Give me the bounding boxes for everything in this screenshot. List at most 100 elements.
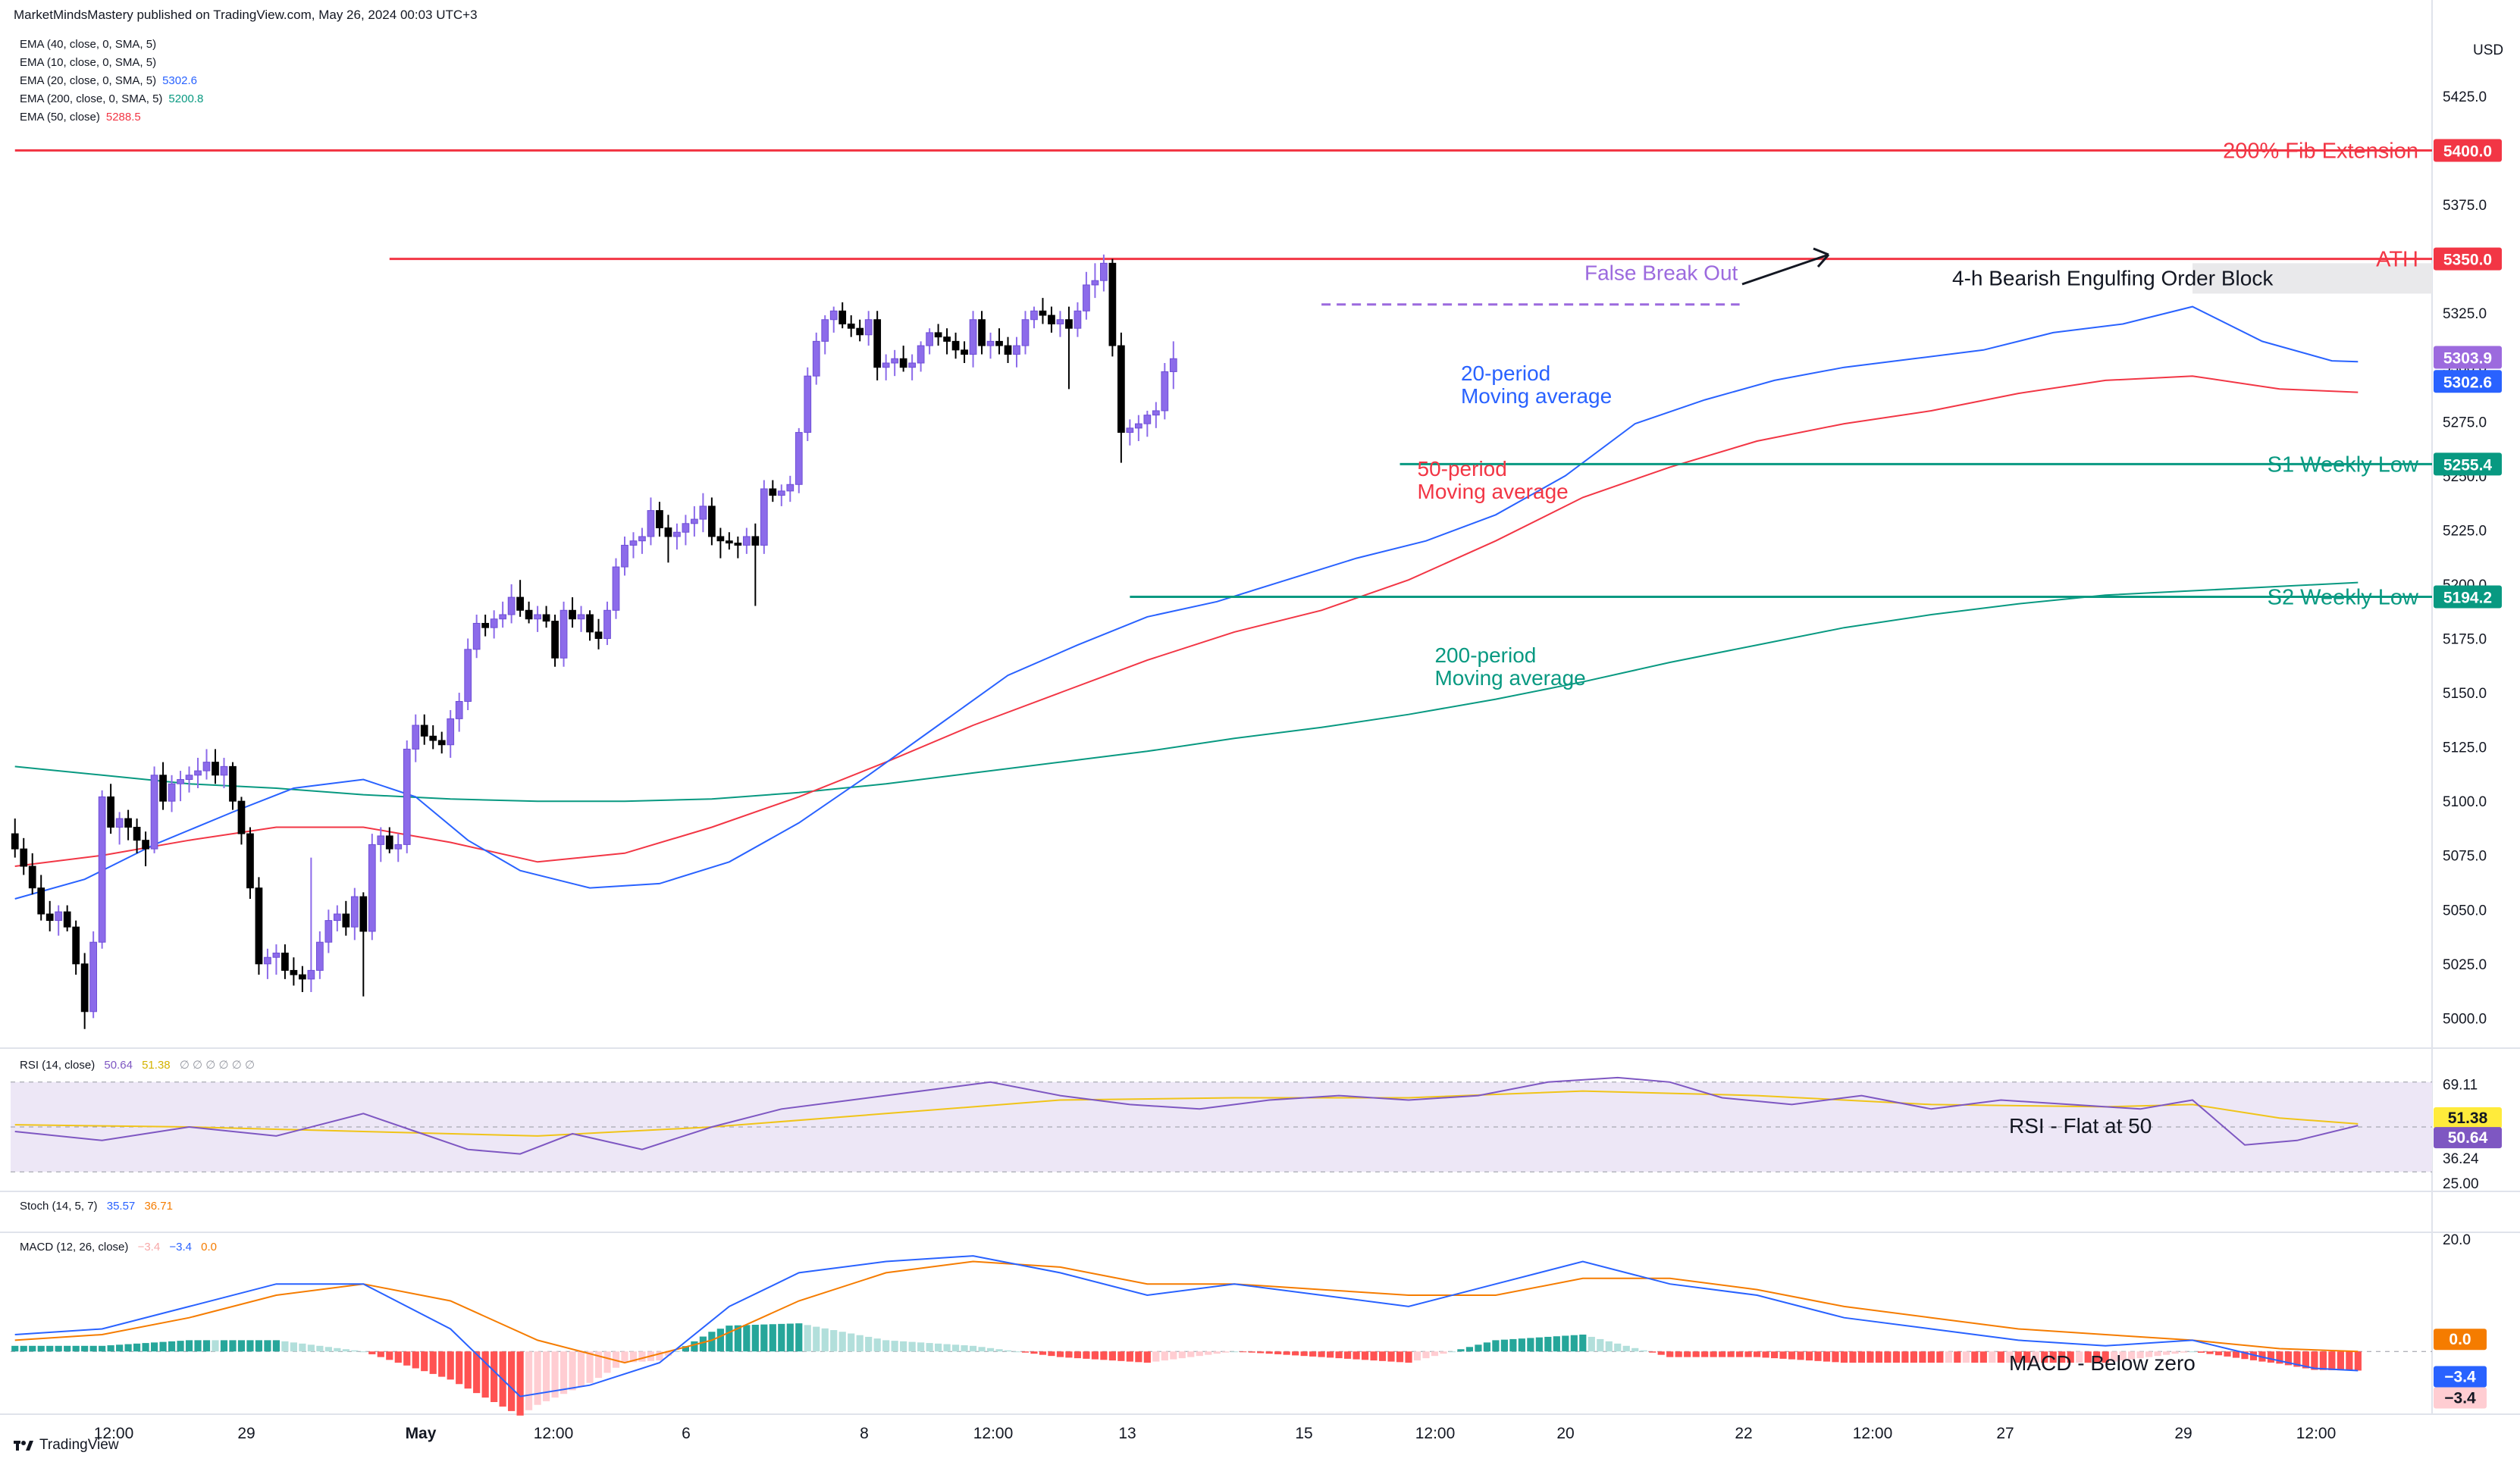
macd-histogram-bar [89, 1345, 97, 1352]
macd-annotation: MACD - Below zero [2009, 1351, 2196, 1375]
macd-histogram-bar [603, 1351, 611, 1373]
macd-histogram-bar [1675, 1351, 1682, 1357]
x-tick-label: 8 [860, 1425, 869, 1442]
candle-body [856, 327, 864, 336]
rsi-legend-ma: 51.38 [142, 1059, 171, 1072]
y-tick-label: 5375.0 [2443, 198, 2487, 214]
macd-histogram-bar [1875, 1351, 1883, 1363]
candle-body [185, 775, 193, 781]
macd-histogram-bar [882, 1340, 890, 1352]
candle-body [447, 718, 455, 746]
macd-histogram-bar [1413, 1351, 1421, 1361]
candle-body [656, 510, 663, 529]
macd-histogram-bar [1892, 1351, 1901, 1363]
macd-histogram-bar [865, 1336, 873, 1352]
indicator-legend-row[interactable]: EMA (50, close) 5288.5 [20, 111, 141, 124]
macd-histogram-bar [1989, 1351, 1996, 1363]
macd-histogram-bar [1684, 1351, 1691, 1357]
macd-histogram-bar [99, 1345, 106, 1352]
macd-histogram-bar [438, 1351, 446, 1377]
y-tick-label: 5075.0 [2443, 849, 2487, 865]
candle-body [577, 614, 585, 620]
macd-histogram-bar [1283, 1351, 1290, 1355]
macd-histogram-bar [594, 1351, 603, 1379]
candle-body [769, 488, 777, 496]
indicator-legend-label: EMA (10, close, 0, SMA, 5) [20, 56, 157, 69]
candle-body [751, 536, 760, 546]
macd-legend-label: MACD (12, 26, close) [20, 1241, 129, 1254]
indicator-legend-row[interactable]: EMA (20, close, 0, SMA, 5) 5302.6 [20, 74, 197, 87]
candle-body [1065, 319, 1073, 329]
macd-histogram-bar [2032, 1351, 2039, 1363]
macd-histogram-bar [2180, 1351, 2188, 1353]
candle-body [202, 762, 211, 772]
macd-histogram-bar [290, 1342, 297, 1352]
macd-histogram-bar [116, 1344, 124, 1352]
candle-body [847, 323, 855, 329]
indicator-legend-row[interactable]: EMA (40, close, 0, SMA, 5) [20, 38, 162, 51]
level-label: S1 Weekly Low [2268, 452, 2419, 477]
macd-histogram-bar [1065, 1351, 1073, 1358]
candle-body [682, 523, 690, 533]
macd-histogram-bar [2154, 1351, 2161, 1357]
candle-body [559, 609, 568, 659]
candle-body [1143, 415, 1152, 424]
macd-histogram-bar [848, 1333, 855, 1352]
macd-histogram-bar [786, 1323, 794, 1352]
level-price-tag [2434, 139, 2502, 162]
macd-histogram-bar [935, 1343, 942, 1352]
macd-histogram-bar [2136, 1351, 2144, 1359]
candle-body [969, 319, 977, 355]
macd-histogram-bar [2276, 1351, 2283, 1364]
macd-histogram-bar [299, 1343, 306, 1352]
macd-histogram-bar [159, 1341, 167, 1352]
indicator-legend-row[interactable]: EMA (200, close, 0, SMA, 5) 5200.8 [20, 92, 203, 105]
macd-legend: MACD (12, 26, close) −3.4 −3.4 0.0 [20, 1241, 217, 1254]
candle-body [481, 622, 490, 628]
current-price-tag-label: 5302.6 [2443, 374, 2492, 391]
macd-histogram-bar [1597, 1338, 1604, 1352]
macd-histogram-bar [1997, 1351, 2004, 1363]
candle-body [281, 953, 289, 971]
macd-histogram-bar [1457, 1349, 1465, 1352]
macd-value-tag-label: 0.0 [2449, 1331, 2471, 1348]
candle-body [786, 484, 795, 492]
macd-histogram-bar [1788, 1351, 1796, 1360]
macd-histogram-bar [1535, 1337, 1543, 1352]
candle-body [569, 609, 576, 620]
macd-histogram-bar [1614, 1343, 1622, 1352]
macd-legend-hist: −3.4 [137, 1241, 161, 1254]
macd-histogram-bar [2241, 1351, 2249, 1360]
macd-histogram-bar [2102, 1351, 2109, 1363]
candle-body [307, 969, 315, 980]
macd-histogram-bar [1962, 1351, 1970, 1363]
macd-histogram-bar [2284, 1351, 2293, 1366]
macd-histogram-bar [1588, 1336, 1595, 1352]
indicator-legend-label: EMA (200, close, 0, SMA, 5) [20, 92, 163, 105]
macd-legend-signal: 0.0 [201, 1241, 218, 1254]
macd-histogram-bar [508, 1351, 516, 1411]
macd-histogram-bar [1509, 1338, 1517, 1352]
macd-histogram-bar [2058, 1351, 2066, 1363]
macd-histogram-bar [1762, 1351, 1769, 1358]
candle-body [11, 833, 19, 850]
macd-histogram-bar [1910, 1351, 1917, 1363]
macd-histogram-bar [1126, 1351, 1133, 1362]
candle-body [812, 340, 820, 377]
candle-body [385, 835, 393, 850]
candle-body [995, 340, 1003, 346]
candle-body [864, 319, 873, 336]
macd-histogram-bar [1736, 1351, 1744, 1357]
candle-body [63, 911, 71, 928]
indicator-legend-row[interactable]: EMA (10, close, 0, SMA, 5) [20, 56, 162, 69]
candle-body [1169, 358, 1177, 372]
tradingview-brand[interactable]: TradingView [14, 1437, 119, 1454]
macd-histogram-bar [795, 1323, 803, 1352]
candle-body [150, 775, 158, 850]
macd-histogram-bar [1274, 1351, 1282, 1354]
macd-histogram-bar [1465, 1347, 1474, 1352]
macd-histogram-bar [481, 1351, 489, 1398]
macd-histogram-bar [1240, 1351, 1247, 1353]
macd-histogram-bar [394, 1351, 402, 1363]
